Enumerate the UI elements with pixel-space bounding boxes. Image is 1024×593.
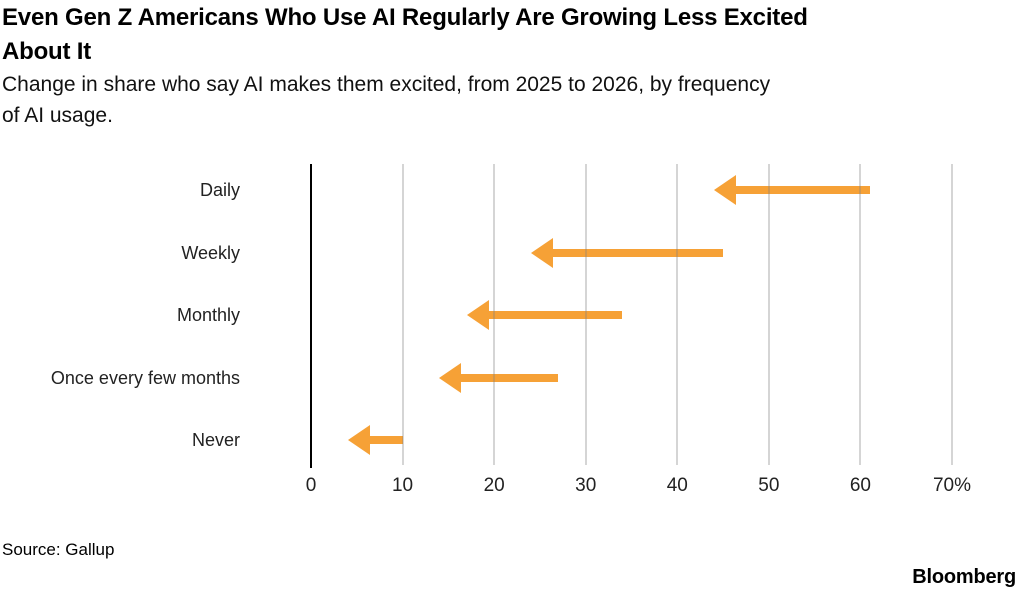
- gridline: [767, 164, 770, 465]
- gridline: [859, 164, 862, 465]
- gridline: [584, 164, 587, 465]
- gridline: [401, 164, 404, 465]
- arrow-head-icon: [530, 237, 553, 268]
- category-label: Daily: [199, 180, 240, 200]
- chart-subtitle: Change in share who say AI makes them ex…: [2, 73, 771, 127]
- category-label: Monthly: [176, 305, 240, 325]
- arrow-head-icon: [439, 362, 462, 393]
- x-tick-label: 60: [849, 475, 871, 496]
- arrow-head-icon: [466, 300, 489, 330]
- arrow-shaft: [550, 248, 724, 257]
- bloomberg-logo: Bloomberg: [912, 566, 1016, 588]
- category-label: Once every few months: [50, 367, 240, 388]
- arrow-head-icon: [713, 175, 736, 205]
- category-label: Weekly: [181, 242, 240, 263]
- x-tick-label: 70%: [932, 475, 972, 496]
- arrow-head-icon: [347, 425, 370, 455]
- category-label: Never: [191, 430, 240, 450]
- x-tick-label: 10: [391, 475, 414, 496]
- source-note: Source: Gallup: [2, 540, 115, 559]
- gridline: [951, 164, 953, 465]
- chart-title: Even Gen Z Americans Who Use AI Regularl…: [2, 4, 808, 65]
- arrow-shaft: [733, 186, 870, 194]
- gridline: [676, 164, 679, 465]
- arrow-shaft: [459, 373, 559, 382]
- x-tick-label: 20: [483, 475, 505, 496]
- gridline: [493, 164, 496, 465]
- x-tick-label: 0: [305, 475, 317, 496]
- arrow-shaft: [486, 311, 623, 319]
- x-tick-label: 30: [575, 475, 597, 496]
- x-axis-zero-line: [310, 164, 312, 468]
- x-tick-label: 40: [666, 475, 688, 496]
- x-tick-label: 50: [758, 475, 780, 496]
- arrow-shaft: [367, 436, 403, 444]
